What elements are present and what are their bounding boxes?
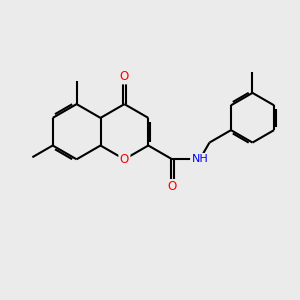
Text: O: O <box>120 70 129 83</box>
Text: NH: NH <box>191 154 208 164</box>
Text: O: O <box>168 180 177 194</box>
Text: O: O <box>120 153 129 166</box>
